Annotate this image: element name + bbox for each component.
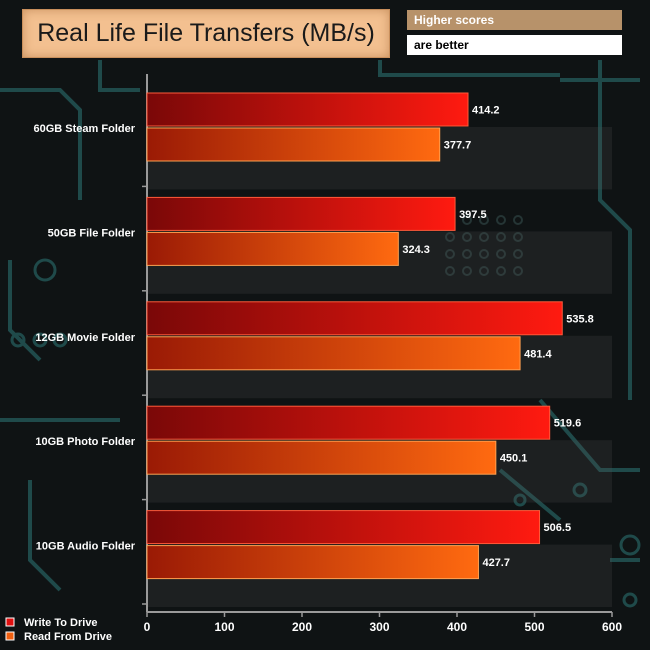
legend-label-write: Write To Drive [24,617,98,629]
legend-swatch-write [5,617,15,627]
circuit-dot [496,266,506,276]
circuit-dot [445,249,455,259]
bar-write [146,92,469,127]
legend-swatch-read [5,631,15,641]
x-tick-label: 600 [602,620,622,634]
legend-label-read: Read From Drive [24,631,112,643]
circuit-trace [598,60,632,400]
circuit-dot [513,215,523,225]
bar-read [146,336,521,371]
chart-title-box: Real Life File Transfers (MB/s) [22,9,390,58]
category-label: 50GB File Folder [48,227,136,239]
circuit-trace [0,88,82,200]
circuit-dot [462,249,472,259]
bar-write [146,301,563,336]
circuit-trace [8,260,42,362]
higher-scores-note: Higher scores [407,10,622,30]
circuit-dot [462,215,472,225]
data-label: 519.6 [554,418,582,430]
bar-read [146,440,497,475]
bar-read [146,545,479,580]
category-label: 60GB Steam Folder [34,123,136,135]
x-tick-label: 300 [369,620,389,634]
data-label: 481.4 [524,348,552,360]
bar-read [146,231,399,266]
data-label: 377.7 [444,140,472,152]
circuit-node [572,482,588,498]
plot-area: 0 100 200 300 400 500 600 60GB Steam Folder 414.… [5,74,622,643]
circuit-dot [479,215,489,225]
circuit-node [10,332,26,348]
circuit-trace [98,60,140,92]
circuit-node [619,534,641,556]
x-tick-label: 200 [292,620,312,634]
x-tick-label: 100 [214,620,234,634]
circuit-trace [28,480,62,592]
data-label: 324.3 [402,244,430,256]
x-tick-label: 500 [524,620,544,634]
circuit-dot [496,249,506,259]
data-label: 397.5 [459,209,487,221]
category-label: 10GB Photo Folder [35,436,135,448]
are-better-note: are better [407,35,622,55]
data-label: 506.5 [544,522,572,534]
circuit-node [52,332,68,348]
bar-read [146,127,441,162]
data-label: 450.1 [500,453,528,465]
circuit-trace [498,468,562,522]
x-tick-label: 400 [447,620,467,634]
data-label: 535.8 [566,313,594,325]
chart-title: Real Life File Transfers (MB/s) [37,19,375,47]
circuit-dot [513,249,523,259]
circuit-dot [445,266,455,276]
circuit-node [32,332,48,348]
circuit-dot [479,266,489,276]
bar-write [146,405,551,440]
circuit-dot [479,232,489,242]
data-label: 427.7 [482,557,510,569]
circuit-node [622,592,638,608]
circuit-dot [496,215,506,225]
circuit-dot [513,232,523,242]
circuit-node [33,258,57,282]
circuit-dot [462,266,472,276]
circuit-dot [445,232,455,242]
bar-write [146,196,456,231]
circuit-dot [496,232,506,242]
circuit-dot [479,249,489,259]
bar-write [146,510,541,545]
circuit-trace [538,398,640,472]
circuit-trace [378,60,560,77]
circuit-dot [513,266,523,276]
x-tick-label: 0 [144,620,151,634]
circuit-dot [462,232,472,242]
category-label: 12GB Movie Folder [35,332,135,344]
data-label: 414.2 [472,105,500,117]
category-label: 10GB Audio Folder [36,541,136,553]
circuit-node [513,493,527,507]
